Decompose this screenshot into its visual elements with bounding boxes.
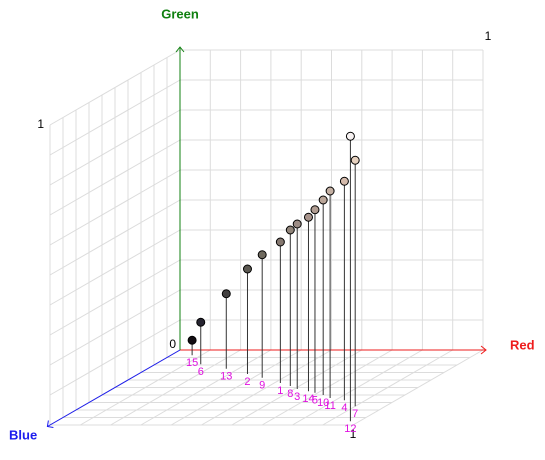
y-axis-title: Green <box>161 6 199 21</box>
point-label: 13 <box>220 371 232 383</box>
x-axis-title: Red <box>510 337 535 352</box>
grid-line <box>49 169 181 246</box>
point <box>242 264 252 274</box>
point <box>221 289 231 299</box>
point <box>339 176 349 186</box>
z-axis-title: Blue <box>9 427 37 442</box>
origin-tick-label: 0 <box>169 337 176 351</box>
y-tick-label: 1 <box>485 29 492 43</box>
z-axis <box>47 349 181 427</box>
point-label: 11 <box>324 400 335 412</box>
grid-line <box>49 139 181 216</box>
point <box>318 195 328 205</box>
point <box>310 205 320 215</box>
point-label: 3 <box>294 391 300 403</box>
grid-line <box>49 49 181 126</box>
point-label: 15 <box>186 357 198 369</box>
point <box>345 131 355 141</box>
x-tick-label: 1 <box>350 427 357 441</box>
point <box>257 250 267 260</box>
point <box>325 186 335 196</box>
point-label: 10 <box>317 397 329 409</box>
point <box>187 335 197 345</box>
point-label: 4 <box>341 402 347 414</box>
point <box>285 225 295 235</box>
point-label: 2 <box>244 376 250 388</box>
point-label: 7 <box>352 408 358 420</box>
point <box>196 317 206 327</box>
point-label: 1 <box>277 385 283 397</box>
point-label: 8 <box>287 388 293 400</box>
grid-line <box>49 79 181 156</box>
point-label: 12 <box>344 423 356 435</box>
point-label: 9 <box>259 380 265 392</box>
point-label: 6 <box>198 366 204 378</box>
point <box>275 237 285 247</box>
point <box>350 155 360 165</box>
point-label: 5 <box>312 395 318 407</box>
z-tick-label: 1 <box>37 117 44 131</box>
point <box>292 219 302 229</box>
point <box>303 212 313 222</box>
y-axis-arrow <box>175 46 185 53</box>
grid-line <box>352 349 484 426</box>
grid-line <box>49 109 181 186</box>
x-axis-arrow <box>480 345 487 355</box>
grid-line <box>49 199 181 276</box>
grid-line <box>322 349 453 426</box>
grid-line <box>261 349 393 426</box>
point-label: 14 <box>302 393 314 405</box>
grid-line <box>292 349 423 426</box>
z-axis-arrow <box>46 420 54 428</box>
